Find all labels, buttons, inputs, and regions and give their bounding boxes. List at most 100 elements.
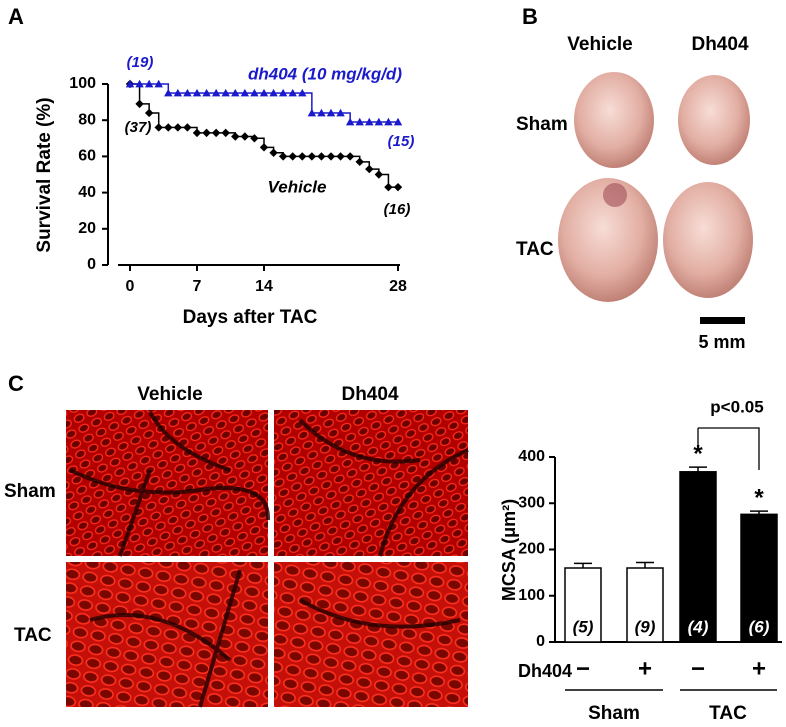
point [154, 79, 163, 88]
point [384, 117, 393, 126]
point [269, 148, 278, 157]
point [307, 152, 317, 161]
point [173, 88, 183, 97]
point [374, 117, 384, 126]
point [317, 152, 326, 161]
column-label: Dh404 [691, 34, 748, 55]
point [240, 132, 250, 141]
point [240, 88, 250, 97]
point [298, 88, 307, 97]
y-tick-label: 400 [518, 448, 545, 465]
point [211, 128, 221, 138]
point [259, 88, 269, 97]
x-tick-label: + [638, 655, 652, 682]
annotation: (15) [388, 133, 415, 150]
column-label: Dh404 [341, 384, 398, 405]
point [164, 123, 173, 132]
bar [564, 567, 602, 643]
point [250, 88, 259, 97]
heart-photos: Vehicle Dh404 Sham TAC 5 mm [516, 34, 753, 352]
y-tick-label: 0 [536, 633, 545, 650]
point [183, 88, 192, 97]
point [336, 108, 345, 117]
point [154, 123, 163, 132]
scale-bar [700, 317, 745, 324]
row-label: Sham [516, 114, 568, 135]
point [202, 128, 211, 138]
annotation: (19) [127, 54, 154, 71]
row-label: TAC [516, 239, 554, 260]
y-axis-label: Survival Rate (%) [34, 97, 55, 252]
row-label: Sham [4, 481, 56, 502]
point [250, 134, 259, 143]
micrographs: Vehicle Dh404 Sham TAC [4, 384, 469, 708]
point [345, 152, 355, 161]
point [183, 123, 192, 132]
point [355, 117, 364, 126]
point [365, 164, 374, 174]
point [135, 79, 144, 88]
point [231, 132, 240, 141]
y-axis-label: MCSA (μm²) [499, 499, 519, 601]
point [231, 88, 240, 97]
point [393, 182, 403, 192]
point [269, 88, 278, 97]
row-label: TAC [14, 625, 52, 646]
significance: * [693, 441, 703, 468]
point [307, 108, 317, 117]
point [135, 99, 144, 109]
group-label: Sham [588, 703, 640, 724]
significance: * [754, 484, 764, 511]
bar [740, 513, 778, 643]
y-tick-label: 100 [518, 587, 545, 604]
x-tick-label: + [752, 655, 766, 682]
annotation: (16) [384, 201, 411, 218]
y-tick-label: 300 [518, 494, 545, 511]
scale-bar-label: 5 mm [698, 332, 745, 352]
group-label: TAC [709, 703, 747, 724]
step-line [302, 92, 313, 113]
bar [679, 471, 717, 643]
y-tick-label: 100 [69, 75, 96, 92]
column-label: Vehicle [567, 34, 633, 55]
point [164, 88, 173, 97]
x-tick-label: 14 [255, 278, 273, 295]
panel-label: C [8, 371, 24, 396]
point [326, 152, 336, 161]
point [288, 88, 297, 97]
survival-chart: Days after TAC Survival Rate (%) (19) dh… [34, 54, 414, 328]
point [221, 128, 230, 138]
n-label: (5) [573, 617, 594, 636]
n-label: (9) [635, 617, 656, 636]
point [298, 152, 307, 161]
point [192, 128, 202, 138]
point [278, 152, 288, 161]
panel-label: A [8, 4, 24, 29]
point [211, 88, 221, 97]
x-tick-label: − [691, 655, 705, 682]
series-label: dh404 (10 mg/kg/d) [248, 64, 402, 83]
point [202, 88, 211, 97]
heart-spot [603, 183, 627, 207]
point [221, 88, 230, 97]
panel-label: B [522, 4, 538, 29]
point [326, 108, 336, 117]
point [192, 88, 202, 97]
point [288, 152, 297, 161]
n-label: (6) [749, 617, 770, 636]
point [125, 79, 135, 88]
point [393, 117, 403, 126]
y-tick-label: 20 [78, 220, 96, 237]
y-tick-label: 80 [78, 111, 96, 128]
y-tick-label: 40 [78, 184, 96, 201]
x-tick-label: 28 [389, 278, 407, 295]
point [173, 123, 183, 132]
tissue-gap [69, 411, 469, 708]
comparison-label: p<0.05 [710, 397, 763, 416]
column-label: Vehicle [137, 384, 203, 405]
point [259, 143, 269, 152]
point [144, 108, 154, 118]
x-tick-label: 7 [193, 278, 202, 295]
y-tick-label: 200 [518, 541, 545, 558]
heart-photo [574, 72, 654, 168]
